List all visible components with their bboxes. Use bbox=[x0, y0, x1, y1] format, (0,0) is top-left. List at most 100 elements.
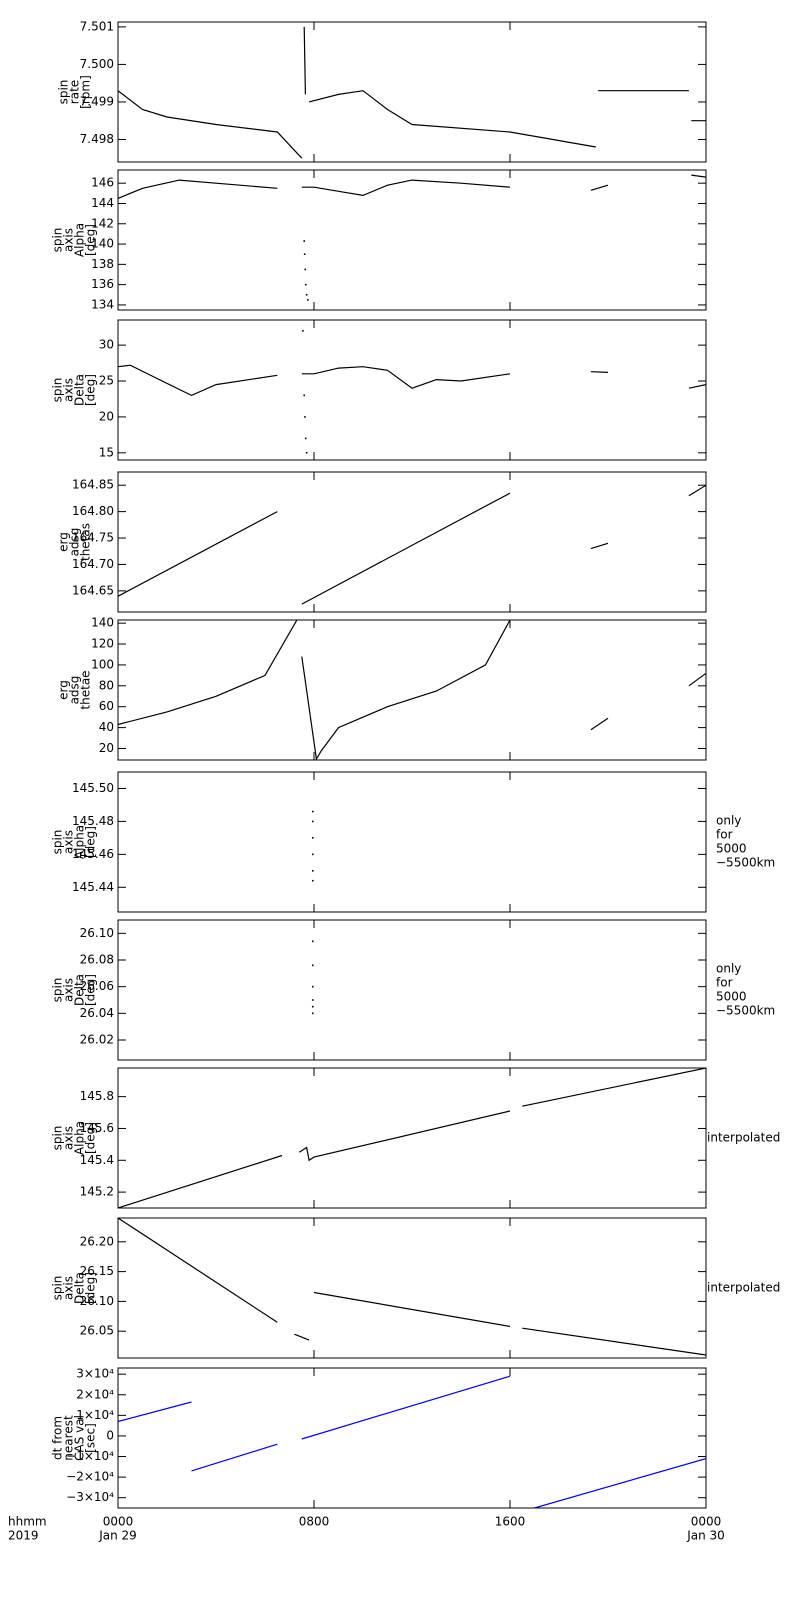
y-tick-label: 80 bbox=[99, 678, 114, 692]
data-line bbox=[118, 620, 706, 760]
y-tick-label: 164.70 bbox=[72, 557, 114, 571]
date-label: Jan 30 bbox=[686, 1529, 725, 1543]
y-tick-label: 7.501 bbox=[80, 19, 114, 33]
y-axis-label: adsg bbox=[68, 676, 82, 705]
year-label: 2019 bbox=[8, 1529, 39, 1543]
y-tick-label: 145.44 bbox=[72, 880, 114, 894]
data-point bbox=[304, 416, 306, 418]
panel-frame bbox=[117, 919, 707, 1061]
y-tick-label: 145.8 bbox=[80, 1089, 114, 1103]
y-axis-label: [deg] bbox=[84, 224, 98, 256]
x-tick-label: 0000 bbox=[691, 1515, 722, 1529]
y-tick-label: 140 bbox=[91, 237, 114, 251]
y-tick-label: −2×10⁴ bbox=[66, 1470, 114, 1484]
data-point bbox=[303, 394, 305, 397]
data-line bbox=[118, 1368, 706, 1508]
y-tick-label: 26.05 bbox=[80, 1324, 114, 1338]
y-tick-label: 7.498 bbox=[80, 132, 114, 146]
y-axis-label: erg bbox=[57, 532, 71, 552]
y-axis-label: [deg] bbox=[84, 1272, 98, 1304]
y-axis-label: Alpha bbox=[73, 1121, 87, 1155]
y-axis-label: Delta bbox=[73, 374, 87, 406]
y-tick-label: 142 bbox=[91, 216, 114, 230]
y-axis-label: Delta bbox=[73, 1272, 87, 1304]
y-axis-label: spin bbox=[51, 830, 65, 855]
y-tick-label: 164.75 bbox=[72, 531, 114, 545]
y-axis-label: spin bbox=[51, 378, 65, 403]
plot-area bbox=[118, 26, 706, 159]
side-note: 5000 bbox=[716, 842, 747, 856]
data-point bbox=[311, 810, 314, 813]
panel-frame bbox=[117, 169, 707, 311]
data-point bbox=[311, 999, 314, 1001]
data-point bbox=[304, 283, 307, 286]
panel-frame bbox=[117, 619, 707, 761]
y-tick-label: 30 bbox=[99, 338, 114, 352]
y-axis-label: axis bbox=[62, 228, 76, 252]
side-note: only bbox=[716, 814, 741, 828]
y-tick-label: 145.48 bbox=[72, 814, 114, 828]
y-tick-label: 144 bbox=[91, 196, 114, 210]
y-axis-label: axis bbox=[62, 830, 76, 854]
y-axis-label: spin bbox=[51, 228, 65, 253]
y-tick-label: 145.46 bbox=[72, 847, 114, 861]
y-tick-label: 7.500 bbox=[80, 57, 114, 71]
y-axis-label: [sec] bbox=[84, 1423, 98, 1453]
y-axis-label: Delta bbox=[73, 974, 87, 1006]
side-note: only bbox=[716, 962, 741, 976]
y-tick-label: 26.15 bbox=[80, 1264, 114, 1278]
side-note: for bbox=[716, 828, 733, 842]
y-tick-label: 26.08 bbox=[80, 953, 114, 967]
plot-area bbox=[118, 620, 706, 760]
y-tick-label: 26.06 bbox=[80, 979, 114, 993]
date-label: Jan 29 bbox=[98, 1529, 137, 1543]
y-axis-label: thetas bbox=[79, 523, 93, 561]
data-line bbox=[118, 1068, 706, 1208]
y-axis-label: axis bbox=[62, 378, 76, 402]
y-tick-label: 164.85 bbox=[72, 478, 114, 492]
data-point bbox=[311, 985, 314, 988]
y-axis-label: spin bbox=[57, 80, 71, 105]
panel-frame bbox=[117, 1217, 707, 1359]
data-point bbox=[304, 268, 306, 271]
data-point bbox=[311, 853, 314, 856]
y-tick-label: 145.6 bbox=[80, 1121, 114, 1135]
data-point bbox=[311, 879, 314, 882]
y-tick-label: −1×10⁴ bbox=[66, 1449, 114, 1463]
y-axis-label: nearest bbox=[62, 1415, 76, 1461]
data-point bbox=[311, 1005, 314, 1008]
y-tick-label: 145.2 bbox=[80, 1185, 114, 1199]
plot-area bbox=[118, 1068, 706, 1208]
y-tick-label: 164.80 bbox=[72, 504, 114, 518]
plot-area bbox=[118, 484, 706, 605]
y-tick-label: 25 bbox=[99, 374, 114, 388]
x-tick-label: 0800 bbox=[299, 1515, 330, 1529]
y-axis-label: thetae bbox=[79, 670, 93, 709]
data-point bbox=[311, 837, 314, 839]
side-note: interpolated bbox=[707, 1281, 780, 1295]
y-axis-label: adsg bbox=[68, 528, 82, 557]
data-point bbox=[305, 452, 308, 454]
side-note: interpolated bbox=[707, 1131, 780, 1145]
data-point bbox=[311, 964, 314, 967]
y-tick-label: −3×10⁴ bbox=[66, 1490, 114, 1504]
y-axis-label: CAS val bbox=[73, 1415, 87, 1461]
y-axis-label: [deg] bbox=[84, 974, 98, 1006]
data-point bbox=[311, 1012, 314, 1015]
x-axis-label: hhmm bbox=[8, 1515, 47, 1529]
y-axis-label: erg bbox=[57, 680, 71, 700]
y-tick-label: 100 bbox=[91, 657, 114, 671]
y-axis-label: dt from bbox=[51, 1416, 65, 1460]
plot-area bbox=[311, 810, 314, 882]
y-axis-label: axis bbox=[62, 1276, 76, 1300]
y-tick-label: 26.04 bbox=[80, 1006, 114, 1020]
data-point bbox=[303, 240, 305, 242]
panel-frame bbox=[117, 319, 707, 461]
y-axis-label: axis bbox=[62, 1126, 76, 1150]
y-tick-label: 146 bbox=[91, 176, 114, 190]
y-tick-label: 1×10⁴ bbox=[76, 1408, 114, 1422]
y-tick-label: 164.65 bbox=[72, 583, 114, 597]
y-tick-label: 20 bbox=[99, 409, 114, 423]
